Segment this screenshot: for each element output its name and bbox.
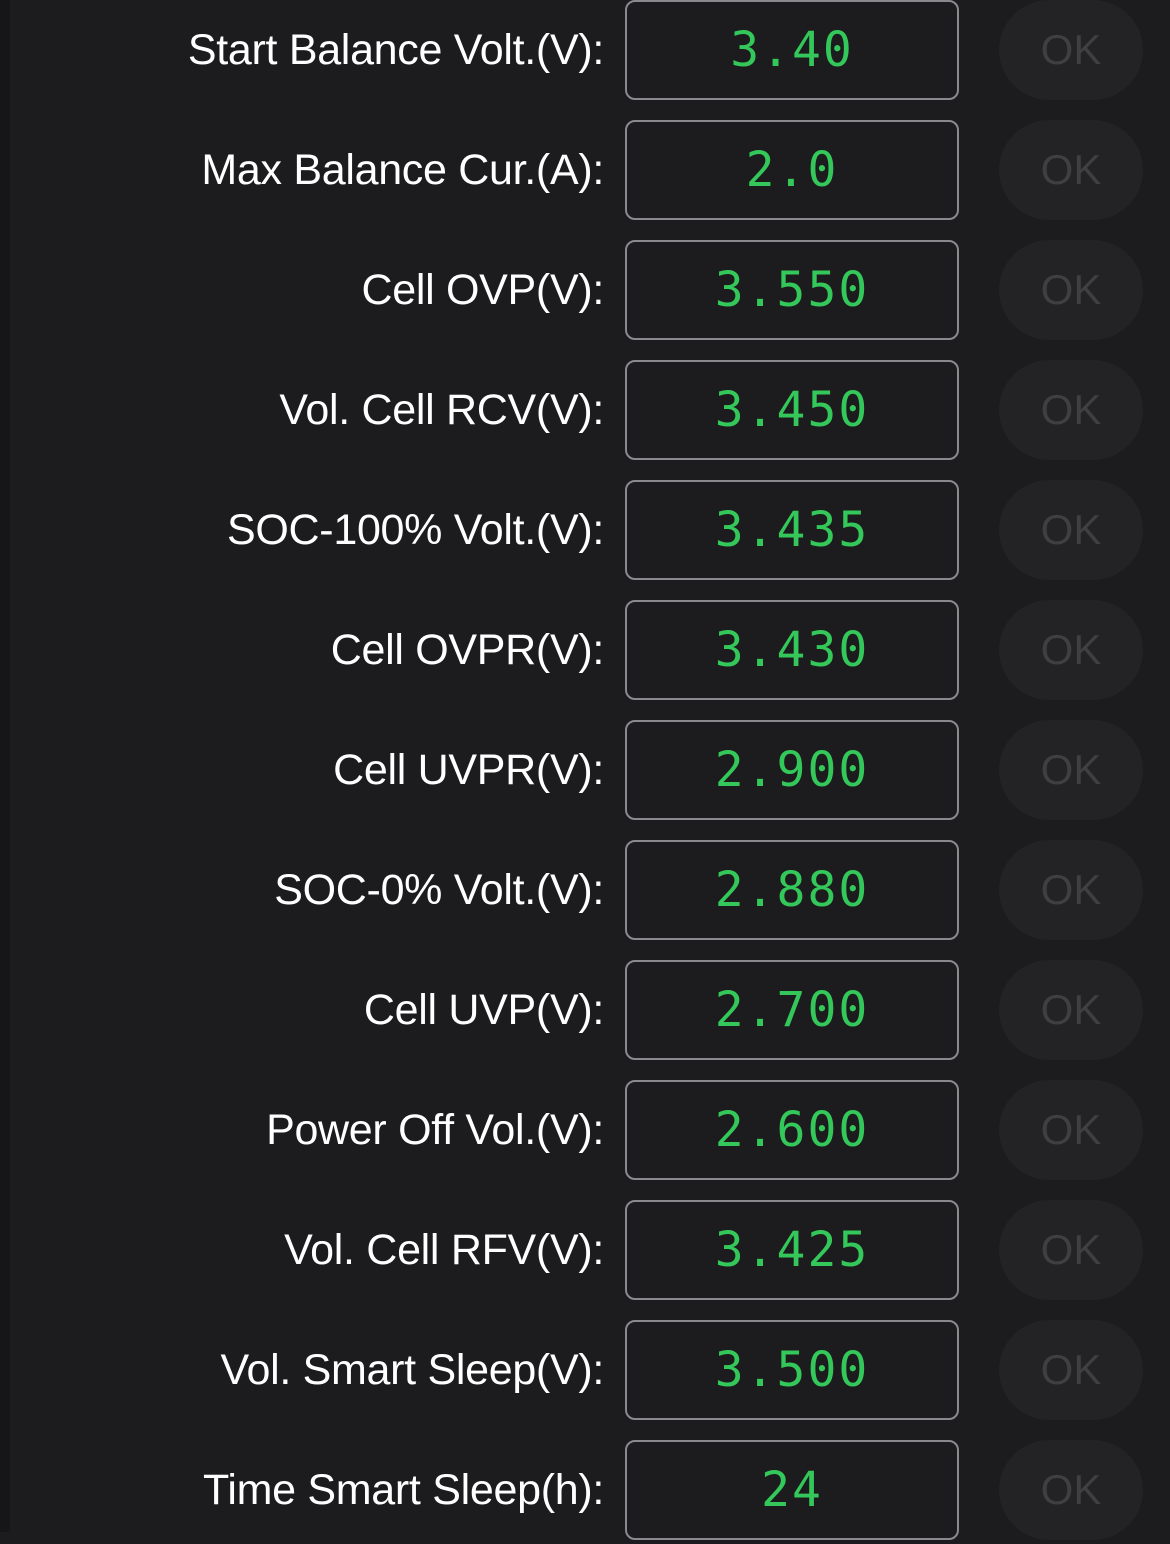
cell-ovp-input[interactable] — [627, 242, 957, 338]
setting-label: Cell UVP(V): — [363, 986, 604, 1034]
setting-value-box — [625, 1080, 959, 1180]
power-off-vol-input[interactable] — [627, 1082, 957, 1178]
start-balance-volt-input[interactable] — [627, 2, 957, 98]
vol-cell-rcv-input[interactable] — [627, 362, 957, 458]
ok-button[interactable]: OK — [999, 1200, 1143, 1300]
setting-row-max-balance-cur: Max Balance Cur.(A): OK — [0, 120, 1170, 224]
setting-row-cell-ovpr: Cell OVPR(V): OK — [0, 600, 1170, 704]
setting-label: Vol. Cell RCV(V): — [279, 386, 604, 434]
setting-value-box — [625, 1440, 959, 1540]
ok-button[interactable]: OK — [999, 720, 1143, 820]
setting-row-cell-uvpr: Cell UVPR(V): OK — [0, 720, 1170, 824]
setting-row-vol-cell-rcv: Vol. Cell RCV(V): OK — [0, 360, 1170, 464]
cell-uvp-input[interactable] — [627, 962, 957, 1058]
setting-label: Start Balance Volt.(V): — [187, 26, 604, 74]
ok-button[interactable]: OK — [999, 1440, 1143, 1540]
vol-cell-rfv-input[interactable] — [627, 1202, 957, 1298]
soc-100-volt-input[interactable] — [627, 482, 957, 578]
ok-button[interactable]: OK — [999, 120, 1143, 220]
setting-value-box — [625, 960, 959, 1060]
setting-label: Cell OVP(V): — [361, 266, 605, 314]
cell-uvpr-input[interactable] — [627, 722, 957, 818]
setting-value-box — [625, 720, 959, 820]
left-edge-divider — [0, 0, 10, 1532]
setting-row-start-balance-volt: Start Balance Volt.(V): OK — [0, 0, 1170, 104]
ok-button[interactable]: OK — [999, 840, 1143, 940]
setting-value-box — [625, 0, 959, 100]
setting-label: Power Off Vol.(V): — [266, 1106, 604, 1154]
ok-button[interactable]: OK — [999, 240, 1143, 340]
max-balance-cur-input[interactable] — [627, 122, 957, 218]
setting-label: Time Smart Sleep(h): — [202, 1466, 604, 1514]
setting-value-box — [625, 120, 959, 220]
setting-label: SOC-0% Volt.(V): — [274, 866, 604, 914]
setting-label: SOC-100% Volt.(V): — [227, 506, 604, 554]
vol-smart-sleep-input[interactable] — [627, 1322, 957, 1418]
ok-button[interactable]: OK — [999, 0, 1143, 100]
ok-button[interactable]: OK — [999, 480, 1143, 580]
setting-row-cell-uvp: Cell UVP(V): OK — [0, 960, 1170, 1064]
setting-row-power-off-vol: Power Off Vol.(V): OK — [0, 1080, 1170, 1184]
setting-value-box — [625, 480, 959, 580]
setting-label: Cell UVPR(V): — [333, 746, 604, 794]
setting-value-box — [625, 360, 959, 460]
setting-row-cell-ovp: Cell OVP(V): OK — [0, 240, 1170, 344]
ok-button[interactable]: OK — [999, 360, 1143, 460]
setting-label: Cell OVPR(V): — [330, 626, 605, 674]
setting-row-soc-100-volt: SOC-100% Volt.(V): OK — [0, 480, 1170, 584]
setting-row-time-smart-sleep: Time Smart Sleep(h): OK — [0, 1440, 1170, 1544]
setting-value-box — [625, 240, 959, 340]
setting-row-vol-smart-sleep: Vol. Smart Sleep(V): OK — [0, 1320, 1170, 1424]
ok-button[interactable]: OK — [999, 1320, 1143, 1420]
ok-button[interactable]: OK — [999, 600, 1143, 700]
setting-row-vol-cell-rfv: Vol. Cell RFV(V): OK — [0, 1200, 1170, 1304]
setting-label: Max Balance Cur.(A): — [201, 146, 604, 194]
cell-ovpr-input[interactable] — [627, 602, 957, 698]
ok-button[interactable]: OK — [999, 1080, 1143, 1180]
setting-label: Vol. Smart Sleep(V): — [220, 1346, 604, 1394]
setting-value-box — [625, 1200, 959, 1300]
setting-row-soc-0-volt: SOC-0% Volt.(V): OK — [0, 840, 1170, 944]
ok-button[interactable]: OK — [999, 960, 1143, 1060]
setting-value-box — [625, 1320, 959, 1420]
setting-label: Vol. Cell RFV(V): — [284, 1226, 604, 1274]
setting-value-box — [625, 600, 959, 700]
soc-0-volt-input[interactable] — [627, 842, 957, 938]
time-smart-sleep-input[interactable] — [627, 1442, 957, 1538]
setting-value-box — [625, 840, 959, 940]
